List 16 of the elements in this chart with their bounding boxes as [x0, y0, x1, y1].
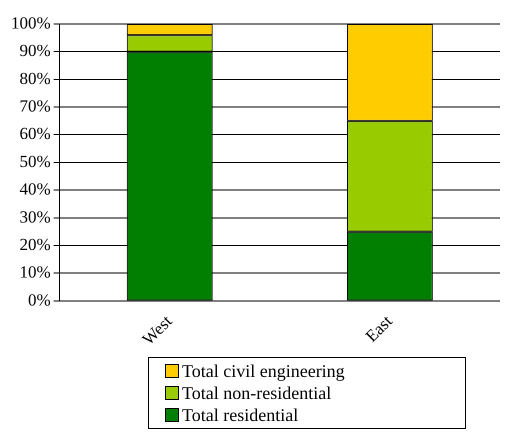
y-tick-label: 50% — [19, 152, 51, 171]
x-tick-label: West — [138, 311, 176, 349]
x-tick-label: East — [362, 311, 396, 346]
y-tick-label: 90% — [19, 41, 51, 60]
y-tick-label: 30% — [19, 207, 51, 226]
y-tick-label: 0% — [28, 290, 51, 310]
y-tick-label: 100% — [10, 13, 51, 32]
legend-label: Total residential — [182, 404, 298, 426]
y-tick-label: 60% — [19, 124, 51, 144]
y-tick-label: 80% — [19, 68, 51, 88]
y-tick-label: 40% — [19, 180, 51, 199]
y-tick-label: 20% — [19, 234, 51, 254]
y-tick-label: 10% — [19, 262, 51, 282]
legend-label: Total non-residential — [182, 382, 332, 404]
y-tick-label: 70% — [19, 96, 51, 116]
legend-label: Total civil engineering — [182, 360, 345, 382]
